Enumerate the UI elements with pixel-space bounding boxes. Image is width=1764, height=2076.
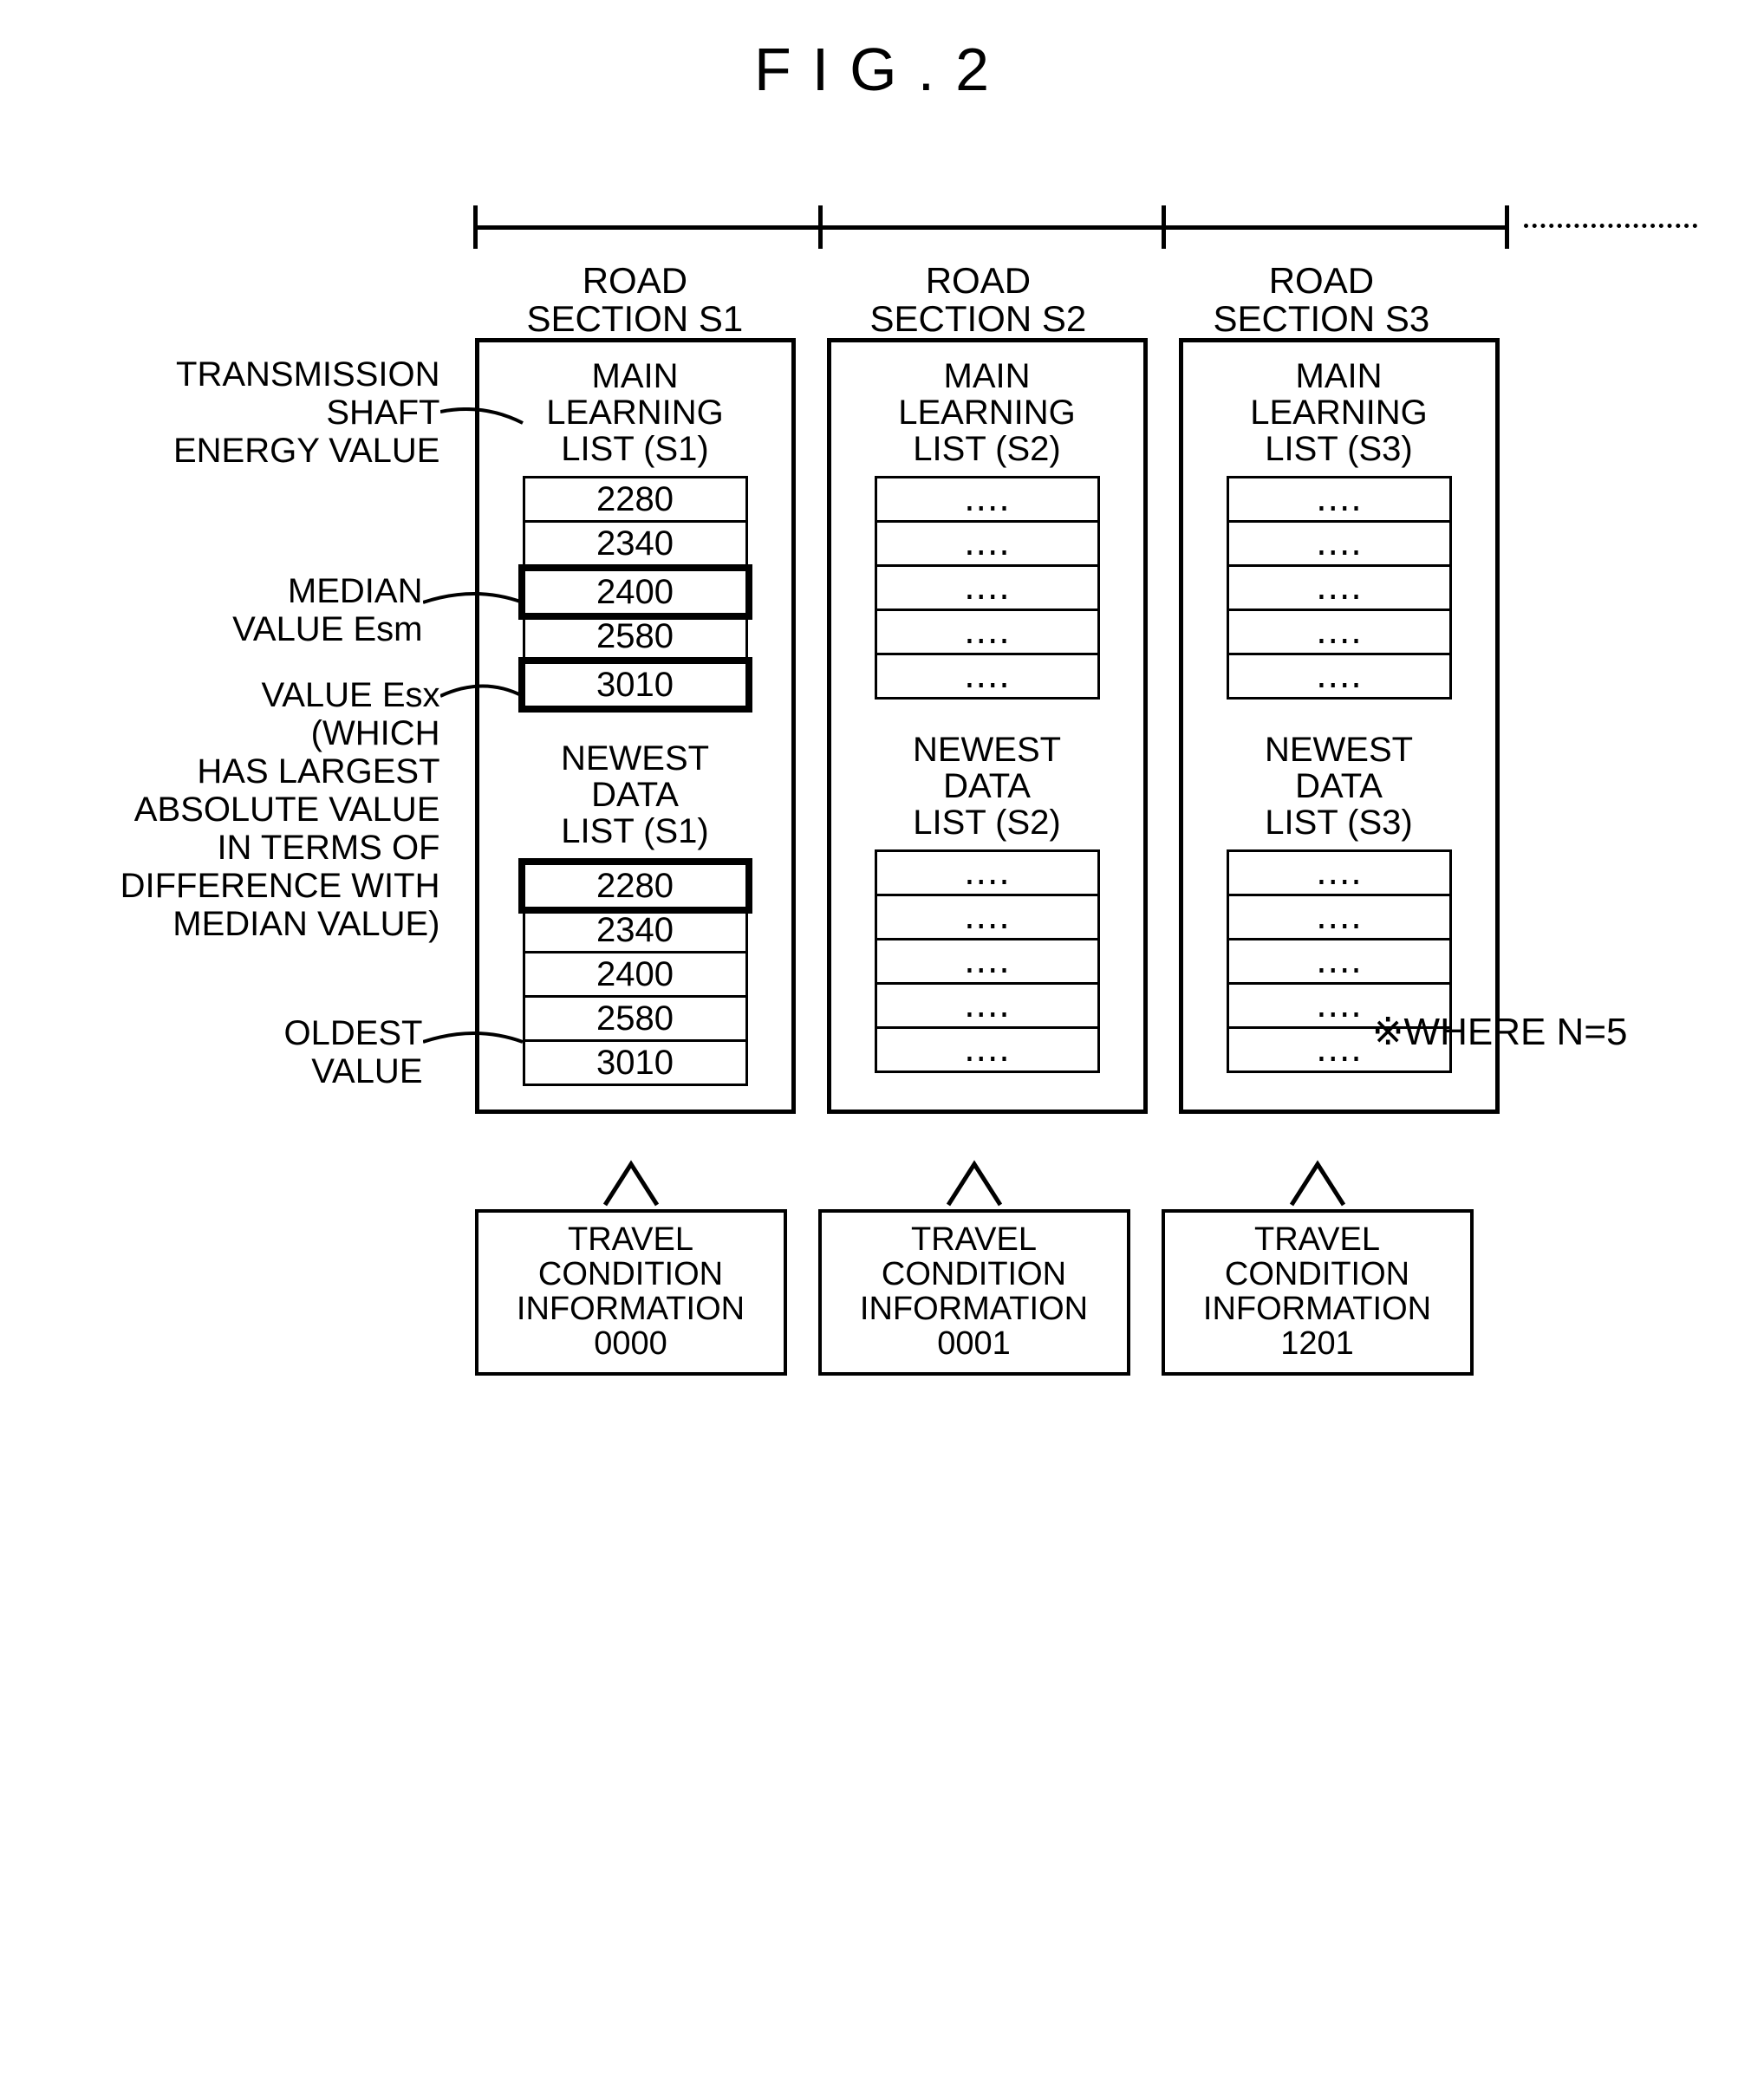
road-section-label: ROADSECTION S3	[1214, 262, 1430, 338]
learning-list-column: MAINLEARNINGLIST (S3)‥‥‥‥‥‥‥‥‥‥NEWESTDAT…	[1179, 338, 1500, 1114]
travel-condition-wrap: TRAVELCONDITIONINFORMATION0001	[818, 1157, 1130, 1376]
travel-condition-wrap: TRAVELCONDITIONINFORMATION1201	[1162, 1157, 1474, 1376]
data-cell: ‥‥	[1227, 564, 1452, 611]
data-cell: 2280	[518, 858, 752, 914]
main-learning-list: ‥‥‥‥‥‥‥‥‥‥	[1227, 476, 1452, 700]
data-cell: ‥‥	[875, 476, 1100, 523]
axis-dotted-line	[1524, 224, 1697, 232]
axis-tick	[1505, 205, 1509, 249]
data-cell: ‥‥	[875, 608, 1100, 655]
main-learning-list: ‥‥‥‥‥‥‥‥‥‥	[875, 476, 1100, 700]
main-learning-list-title: MAINLEARNINGLIST (S2)	[831, 358, 1143, 467]
main-learning-list: 22802340240025803010	[523, 476, 748, 713]
data-cell: ‥‥	[875, 894, 1100, 940]
data-cell: ‥‥	[875, 653, 1100, 700]
axis-tick	[1162, 205, 1166, 249]
road-section-label: ROADSECTION S1	[527, 262, 744, 338]
axis-solid-line	[475, 225, 1507, 230]
data-cell: 3010	[523, 1039, 748, 1086]
data-cell: 2580	[523, 613, 748, 660]
connector-chevron	[601, 1157, 661, 1209]
newest-data-list: ‥‥‥‥‥‥‥‥‥‥	[875, 849, 1100, 1073]
newest-data-list-title: NEWESTDATALIST (S3)	[1183, 732, 1495, 841]
data-cell: 2280	[523, 476, 748, 523]
columns-row: MAINLEARNINGLIST (S1)2280234024002580301…	[475, 338, 1706, 1114]
data-cell: ‥‥	[875, 564, 1100, 611]
lead-line	[423, 1031, 527, 1058]
figure-wrapper: FIG.2 ROADSECTION S1ROADSECTION S2ROADSE…	[59, 35, 1706, 1376]
lead-line	[423, 589, 527, 615]
learning-list-column: MAINLEARNINGLIST (S1)2280234024002580301…	[475, 338, 796, 1114]
data-cell: 3010	[518, 657, 752, 713]
data-cell: 2340	[523, 907, 748, 953]
travel-condition-info-box: TRAVELCONDITIONINFORMATION0000	[475, 1209, 787, 1376]
newest-data-list-title: NEWESTDATALIST (S1)	[479, 740, 791, 849]
main-learning-list-title: MAINLEARNINGLIST (S3)	[1183, 358, 1495, 467]
data-cell: 2400	[518, 564, 752, 620]
data-cell: ‥‥	[1227, 653, 1452, 700]
where-note: ※WHERE N=5	[1372, 1010, 1628, 1054]
data-cell: ‥‥	[875, 849, 1100, 896]
lead-line	[440, 407, 527, 433]
data-cell: ‥‥	[875, 520, 1100, 567]
data-cell: ‥‥	[875, 1026, 1100, 1073]
info-boxes-row: TRAVELCONDITIONINFORMATION0000TRAVELCOND…	[475, 1157, 1706, 1376]
data-cell: 2340	[523, 520, 748, 567]
data-cell: ‥‥	[875, 938, 1100, 985]
data-cell: ‥‥	[1227, 938, 1452, 985]
travel-condition-info-box: TRAVELCONDITIONINFORMATION1201	[1162, 1209, 1474, 1376]
connector-chevron	[944, 1157, 1005, 1209]
data-cell: 2400	[523, 951, 748, 998]
axis-tick	[818, 205, 823, 249]
figure-title: FIG.2	[59, 35, 1706, 104]
lead-line	[440, 680, 527, 706]
connector-chevron	[1287, 1157, 1348, 1209]
data-cell: ‥‥	[1227, 608, 1452, 655]
data-cell: ‥‥	[1227, 849, 1452, 896]
data-cell: ‥‥	[1227, 476, 1452, 523]
newest-data-list: 22802340240025803010	[523, 858, 748, 1086]
learning-list-column: MAINLEARNINGLIST (S2)‥‥‥‥‥‥‥‥‥‥NEWESTDAT…	[827, 338, 1148, 1114]
label-value-esx: VALUE Esx(WHICHHAS LARGESTABSOLUTE VALUE…	[59, 676, 440, 943]
label-oldest-value: OLDESTVALUE	[59, 1014, 423, 1090]
data-cell: ‥‥	[1227, 894, 1452, 940]
data-cell: ‥‥	[875, 982, 1100, 1029]
newest-data-list-title: NEWESTDATALIST (S2)	[831, 732, 1143, 841]
label-median-value: MEDIANVALUE Esm	[59, 572, 423, 648]
road-section-label: ROADSECTION S2	[870, 262, 1087, 338]
axis-tick	[473, 205, 478, 249]
travel-condition-wrap: TRAVELCONDITIONINFORMATION0000	[475, 1157, 787, 1376]
road-section-axis: ROADSECTION S1ROADSECTION S2ROADSECTION …	[475, 208, 1706, 295]
travel-condition-info-box: TRAVELCONDITIONINFORMATION0001	[818, 1209, 1130, 1376]
label-transmission-shaft: TRANSMISSIONSHAFTENERGY VALUE	[59, 355, 440, 470]
data-cell: ‥‥	[1227, 520, 1452, 567]
data-cell: 2580	[523, 995, 748, 1042]
